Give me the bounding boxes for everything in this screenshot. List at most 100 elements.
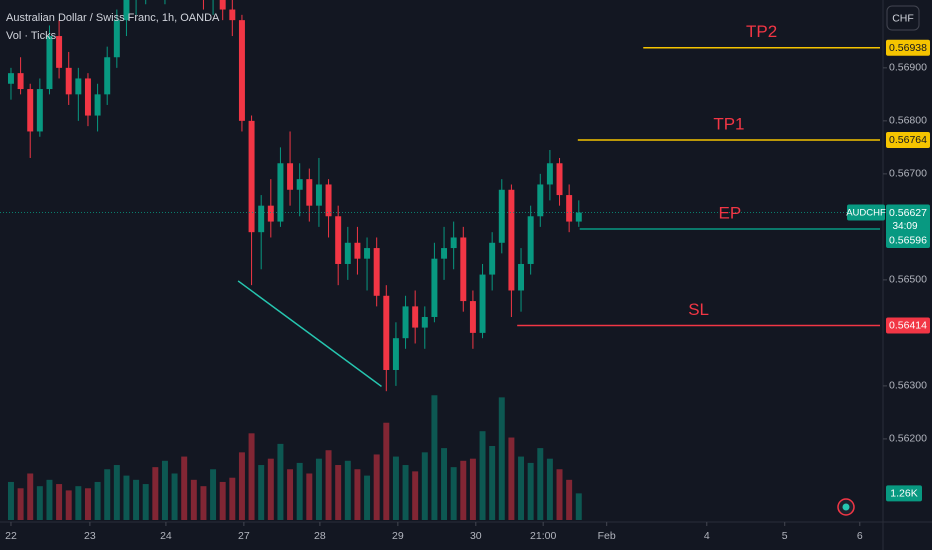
candle-body [56,36,63,68]
symbol-tag: AUDCHF [846,208,886,219]
candle-body [27,89,34,132]
candle-body [383,295,390,370]
level-name: SL [688,300,709,319]
volume-bar [258,465,265,520]
candle-body [460,237,467,302]
volume-bar [142,484,149,520]
candle-body [450,237,457,249]
countdown: 34:09 [892,221,917,232]
candle-body [36,89,43,132]
level-name: EP [719,203,742,222]
candle-body [94,94,101,116]
volume-bar [181,456,188,520]
volume-bar [441,448,448,520]
candle-body [412,306,419,328]
level-price-label-bg [886,317,930,334]
candle-body [556,163,563,196]
volume-bar [354,469,361,520]
volume-bar [161,460,168,520]
volume-bar [306,473,313,520]
candle-body [248,120,255,233]
volume-bar [518,456,525,520]
volume-bar [556,469,563,520]
volume-bar [450,467,457,520]
volume-bar [152,467,159,520]
level-price-label-bg [886,231,930,248]
trendline [237,280,382,388]
level-price-label: 0.56938 [889,42,927,54]
chart-title: Australian Dollar / Swiss Franc, 1h, OAN… [6,12,220,24]
level-price-label-bg [886,39,930,56]
candle-body [469,301,476,333]
volume-bar [364,475,371,520]
y-tick-label: 0.56500 [889,274,927,286]
candle-body [431,258,438,317]
candle-body [296,179,303,190]
candle-body [479,274,486,333]
volume-bar [460,460,467,520]
candle-body [287,163,294,190]
last-price-label: 0.56627 [889,207,927,219]
volume-bar [7,481,14,520]
volume-bar [94,481,101,520]
x-tick-label: 23 [84,530,96,542]
candle-body [267,205,274,222]
candle-body [335,216,342,264]
candle-body [7,73,14,84]
volume-bar [65,490,72,520]
x-tick-label: 5 [782,530,788,542]
volume-bar [296,462,303,520]
y-tick-label: 0.56700 [889,168,927,180]
candle-body [315,184,322,206]
volume-bar [219,481,226,520]
plot-area [0,0,880,520]
volume-bar [287,469,294,520]
level-price-label: 0.56764 [889,134,927,146]
candle-body [238,20,245,121]
volume-bar [392,456,399,520]
candle-body [75,78,82,95]
volume-bar [431,395,438,520]
candle-body [575,212,582,222]
candle-body [65,67,72,95]
y-tick-label: 0.56200 [889,433,927,445]
volume-bar [113,465,120,520]
alert-icon-dot [842,503,850,511]
volume-bar [421,452,428,520]
candle-body [84,78,91,116]
volume-bar [56,484,63,520]
volume-bar [325,450,332,520]
volume-bar [84,488,91,520]
candle-body [392,338,399,370]
volume-bar [498,397,505,520]
volume-bar [315,458,322,520]
volume-bar [104,469,111,520]
candle-body [441,248,448,259]
volume-bar [469,458,476,520]
candle-body [546,163,553,185]
volume-bar [190,479,197,520]
x-tick-label: 24 [160,530,172,542]
volume-bar [479,431,486,520]
candle-body [527,216,534,264]
candle-body [364,248,371,259]
x-tick-label: 21:00 [530,530,556,542]
x-tick-label: 22 [5,530,17,542]
x-tick-label: Feb [598,530,616,542]
currency-button[interactable] [886,5,920,31]
candle-body [17,73,24,90]
x-tick-label: 30 [470,530,482,542]
candle-body [219,0,226,10]
candle-body [498,189,505,243]
candle-body [306,179,313,206]
x-tick-label: 29 [392,530,404,542]
volume-bar [75,486,82,520]
currency-label: CHF [892,12,914,24]
volume-bar [238,452,245,520]
volume-bar [267,458,274,520]
volume-bar [36,486,43,520]
volume-bar [210,469,217,520]
volume-bar [575,493,582,520]
candle-body [566,195,573,222]
